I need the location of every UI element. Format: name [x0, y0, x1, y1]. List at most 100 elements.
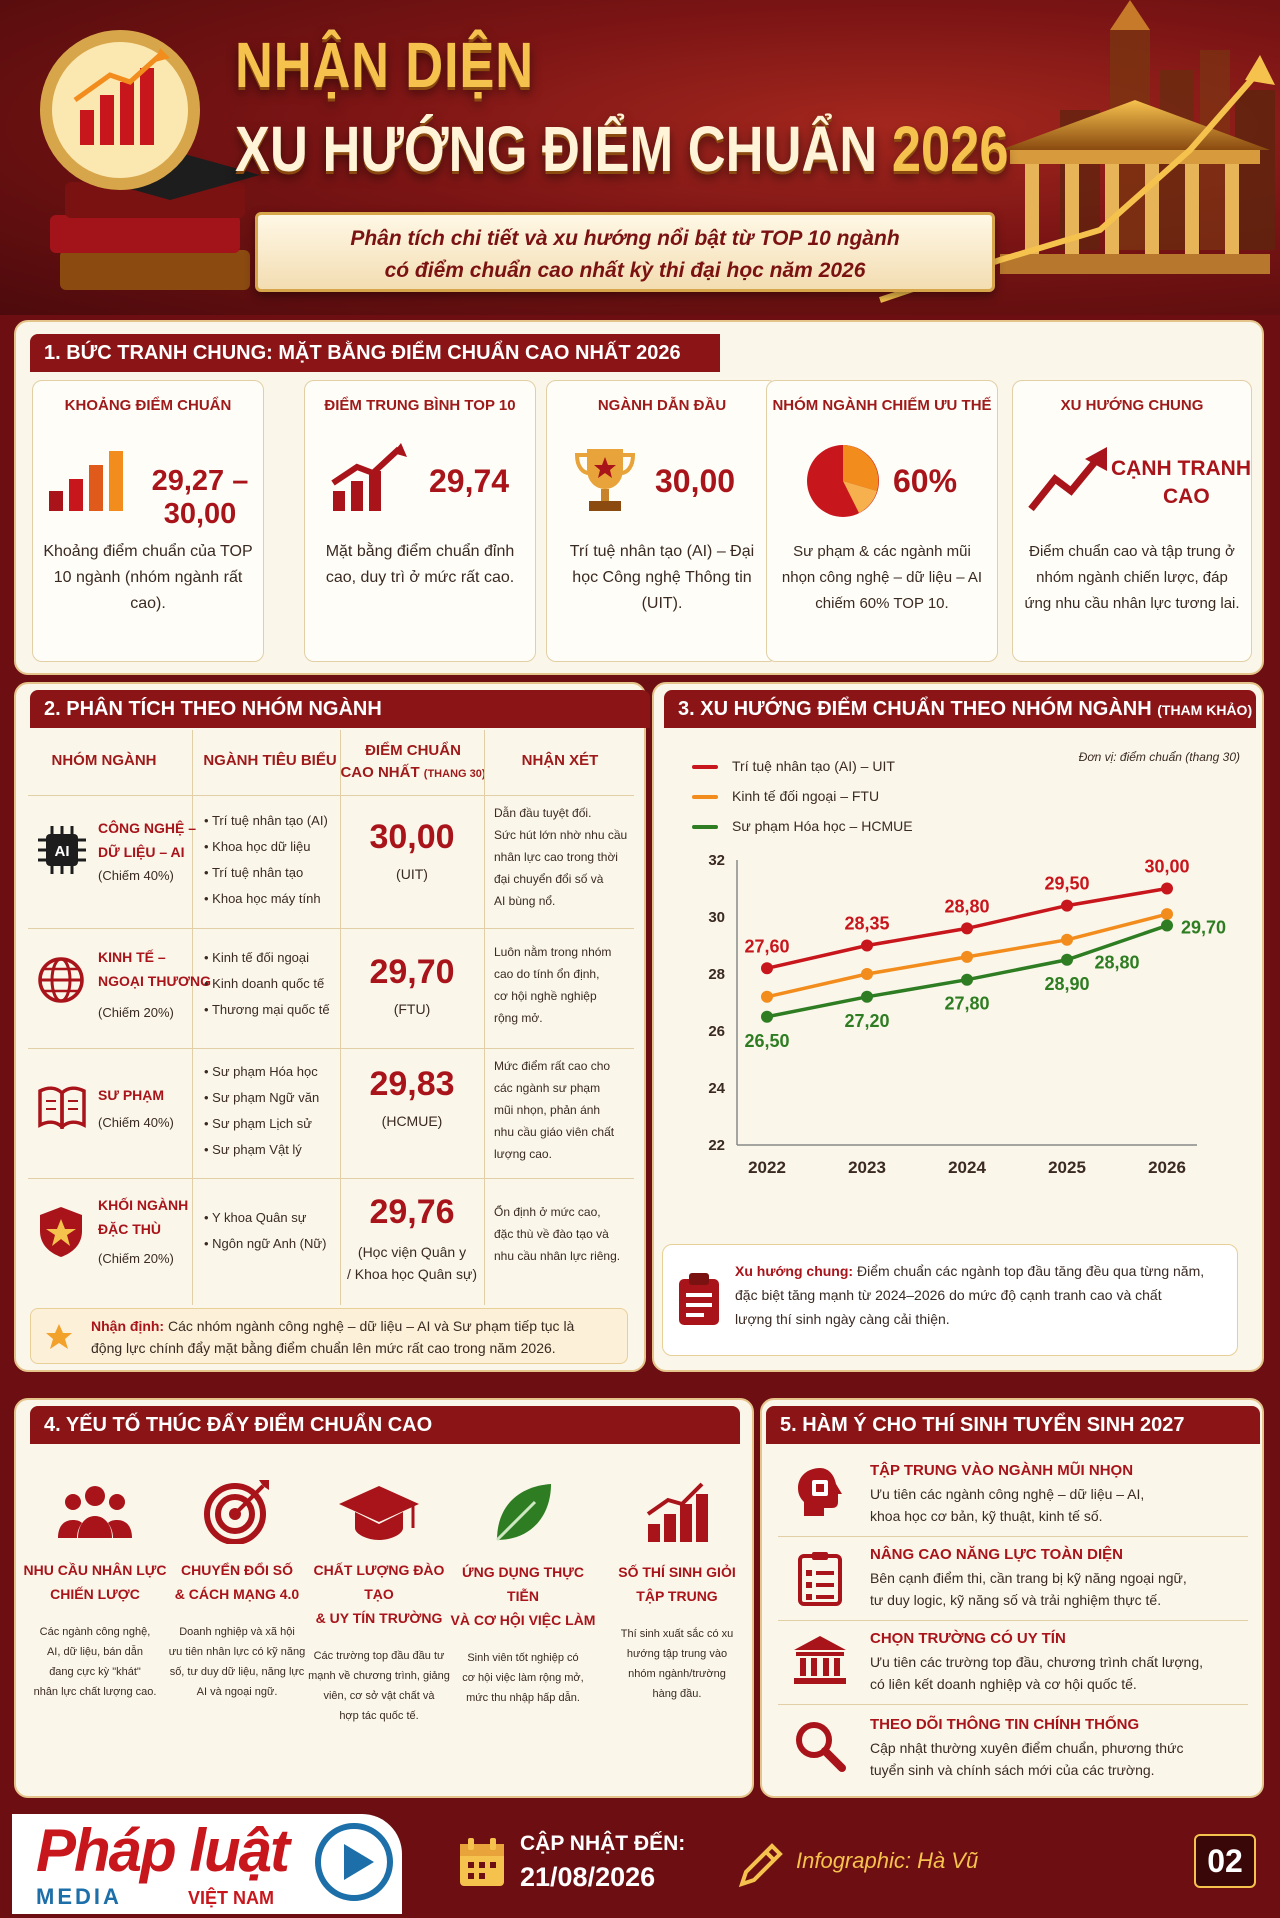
book-icon: [38, 1086, 86, 1129]
card-desc: Mặt bằng điểm chuẩn đỉnh cao, duy trì ở …: [325, 543, 515, 586]
major-item: Sư phạm Lịch sử: [204, 1111, 319, 1137]
major-list: Y khoa Quân sự Ngôn ngữ Anh (Nữ): [204, 1205, 326, 1257]
remark-label: Nhận định:: [91, 1318, 165, 1334]
card-score-range: KHOẢNG ĐIỂM CHUẨN 29,27 – 30,00 Khoảng đ…: [32, 380, 264, 662]
factor-title-line2: TẬP TRUNG: [636, 1588, 718, 1604]
implication-desc-line: Ưu tiên các ngành công nghệ – dữ liệu – …: [870, 1486, 1145, 1502]
group-name-line1: KHỐI NGÀNH: [98, 1197, 189, 1213]
trend-line3: lượng thí sinh ngày càng cải thiện.: [735, 1311, 950, 1327]
col-divider: [192, 730, 193, 1305]
group-name: SƯ PHẠM: [98, 1083, 164, 1107]
update-date: 21/08/2026: [520, 1862, 656, 1892]
major-item: Sư phạm Ngữ văn: [204, 1085, 319, 1111]
implication-item: NÂNG CAO NĂNG LỰC TOÀN DIỆN Bên cạnh điể…: [870, 1546, 1250, 1611]
data-point: [761, 1010, 773, 1023]
comment: Ổn định ở mức cao, đặc thù về đào tạo và…: [494, 1201, 634, 1267]
implication-item: CHỌN TRƯỜNG CÓ UY TÍN Ưu tiên các trường…: [870, 1630, 1250, 1695]
card-value-line2: CAO: [1163, 485, 1210, 508]
factor-title-line1: ỨNG DỤNG THỰC TIỄN: [461, 1564, 584, 1604]
factor-desc: Các ngành công nghệ, AI, dữ liệu, bán dẫn…: [20, 1622, 170, 1702]
data-point: [1061, 899, 1073, 912]
trend-arrow-icon: [1028, 447, 1107, 512]
subtitle-line1: Phân tích chi tiết và xu hướng nổi bật t…: [350, 227, 900, 250]
implication-desc-line: Bên cạnh điểm thi, cần trang bị kỹ năng …: [870, 1570, 1187, 1586]
data-label: 29,50: [1044, 874, 1089, 894]
checklist-icon: [798, 1552, 842, 1606]
factor-title-line2: CHIẾN LƯỢC: [50, 1586, 140, 1602]
school-name-line2: / Khoa học Quân sự): [347, 1266, 477, 1282]
implication-desc: Cập nhật thường xuyên điểm chuẩn, phương…: [870, 1737, 1250, 1781]
implication-desc-line: Cập nhật thường xuyên điểm chuẩn, phương…: [870, 1740, 1184, 1756]
title-text: XU HƯỚNG ĐIỂM CHUẨN: [235, 113, 878, 185]
col-score-note: (THANG 30): [423, 768, 486, 780]
section5-panel: 5. HÀM Ý CHO THÍ SINH TUYỂN SINH 2027: [760, 1398, 1264, 1798]
star-icon: [46, 1324, 72, 1349]
brand-logo: Pháp luật MEDIA VIỆT NAM: [12, 1814, 402, 1914]
major-item: Ngôn ngữ Anh (Nữ): [204, 1231, 326, 1257]
remark-box: Nhận định: Các nhóm ngành công nghệ – dữ…: [30, 1308, 628, 1364]
university-building-icon: [794, 1636, 846, 1684]
factor-title-line1: NHU CẦU NHÂN LỰC: [23, 1562, 167, 1578]
factor-desc-line: đang cực kỳ "khát": [49, 1666, 141, 1678]
factor-workforce: NHU CẦU NHÂN LỰC CHIẾN LƯỢC Các ngành côn…: [20, 1470, 170, 1702]
section3-title-text: 3. XU HƯỚNG ĐIỂM CHUẨN THEO NHÓM NGÀNH: [678, 698, 1152, 720]
data-label: 30,00: [1144, 857, 1189, 877]
section1-title: 1. BỨC TRANH CHUNG: MẶT BẰNG ĐIỂM CHUẨN …: [30, 334, 720, 372]
y-tick-label: 26: [708, 1023, 725, 1040]
group-name: KINH TẾ – NGOẠI THƯƠNG: [98, 945, 211, 993]
factor-desc-line: cơ hội việc làm rộng mở,: [462, 1672, 584, 1684]
major-item: Khoa học dữ liệu: [204, 834, 328, 860]
comment-line: nhu cầu giáo viên chất: [494, 1125, 615, 1139]
col-divider: [340, 730, 341, 1305]
group-name-line1: KINH TẾ –: [98, 949, 166, 965]
major-list: Sư phạm Hóa học Sư phạm Ngữ văn Sư phạm …: [204, 1059, 319, 1163]
col-group: NHÓM NGÀNH: [51, 752, 157, 769]
factor-talent: SỐ THÍ SINH GIỎI TẬP TRUNG Thí sinh xuất …: [602, 1470, 752, 1704]
header-banner: NHẬN DIỆN XU HƯỚNG ĐIỂM CHUẨN 2026 Phân …: [0, 0, 1280, 315]
data-point: [1061, 933, 1073, 946]
data-label: 26,50: [744, 1031, 789, 1051]
trend-line-chart: 22 24 26 28 30 32 2022 2023 2024 2025 2026 27,60 28,…: [708, 852, 1226, 1177]
people-group-icon: [58, 1486, 132, 1538]
comment: Luôn nằm trong nhóm cao do tính ổn định,…: [494, 941, 634, 1029]
data-label: 28,35: [844, 914, 889, 934]
magnifier-icon: [796, 1722, 846, 1772]
card-desc: Sư phạm & các ngành mũi nhọn công nghệ –…: [781, 543, 983, 612]
data-label: 28,90: [1044, 974, 1089, 994]
y-tick-label: 28: [708, 966, 725, 983]
major-list: Kinh tế đối ngoại Kinh doanh quốc tế Thư…: [204, 945, 330, 1023]
school-name: (HCMUE): [381, 1113, 443, 1129]
card-value: 29,74: [429, 463, 510, 499]
factor-title-line1: SỐ THÍ SINH GIỎI: [618, 1564, 736, 1580]
group-share: (Chiếm 20%): [98, 1005, 174, 1020]
credit-text: Infographic: Hà Vũ: [796, 1848, 979, 1873]
factor-title: NHU CẦU NHÂN LỰC CHIẾN LƯỢC: [20, 1558, 170, 1606]
data-point: [1161, 908, 1173, 921]
trend-label: Xu hướng chung:: [735, 1263, 854, 1279]
data-label: 27,60: [744, 936, 789, 956]
comment-line: rộng mở.: [494, 1011, 543, 1025]
factor-desc-line: hướng tập trung vào: [626, 1648, 728, 1660]
data-point: [1161, 882, 1173, 895]
section5-title: 5. HÀM Ý CHO THÍ SINH TUYỂN SINH 2027: [766, 1406, 1260, 1444]
bar-chart-icon: [49, 451, 123, 511]
factor-desc-line: AI và ngoại ngữ.: [196, 1686, 278, 1698]
factor-quality: CHẤT LƯỢNG ĐÀO TẠO & UY TÍN TRƯỜNG Các tr…: [304, 1470, 454, 1726]
factor-desc-line: Các trường top đầu đầu tư: [313, 1650, 445, 1662]
page-number: 02: [1194, 1834, 1256, 1888]
factor-title-line1: CHUYỂN ĐỔI SỐ: [180, 1562, 293, 1578]
comment-line: AI bùng nổ.: [494, 894, 556, 908]
legend-label-hcmue: Sư phạm Hóa học – HCMUE: [732, 818, 913, 834]
implication-desc: Bên cạnh điểm thi, cần trang bị kỹ năng …: [870, 1567, 1250, 1611]
update-label: CẬP NHẬT ĐẾN:: [520, 1832, 686, 1855]
card-desc: Trí tuệ nhân tạo (AI) – Đại học Công ngh…: [569, 543, 755, 612]
comment-line: Sức hút lớn nhờ nhu cầu: [494, 828, 628, 842]
comment-line: nhân lực cao trong thời: [494, 850, 618, 864]
data-point: [861, 990, 873, 1003]
top-score: 29,76: [369, 1193, 455, 1231]
factor-desc: Thí sinh xuất sắc có xu hướng tập trung v…: [602, 1624, 752, 1704]
factor-desc-line: nhóm ngành/trường: [628, 1668, 726, 1680]
title-year: 2026: [891, 113, 1009, 185]
card-desc: Khoảng điểm chuẩn của TOP 10 ngành (nhóm…: [43, 543, 253, 612]
target-icon: [204, 1480, 269, 1544]
